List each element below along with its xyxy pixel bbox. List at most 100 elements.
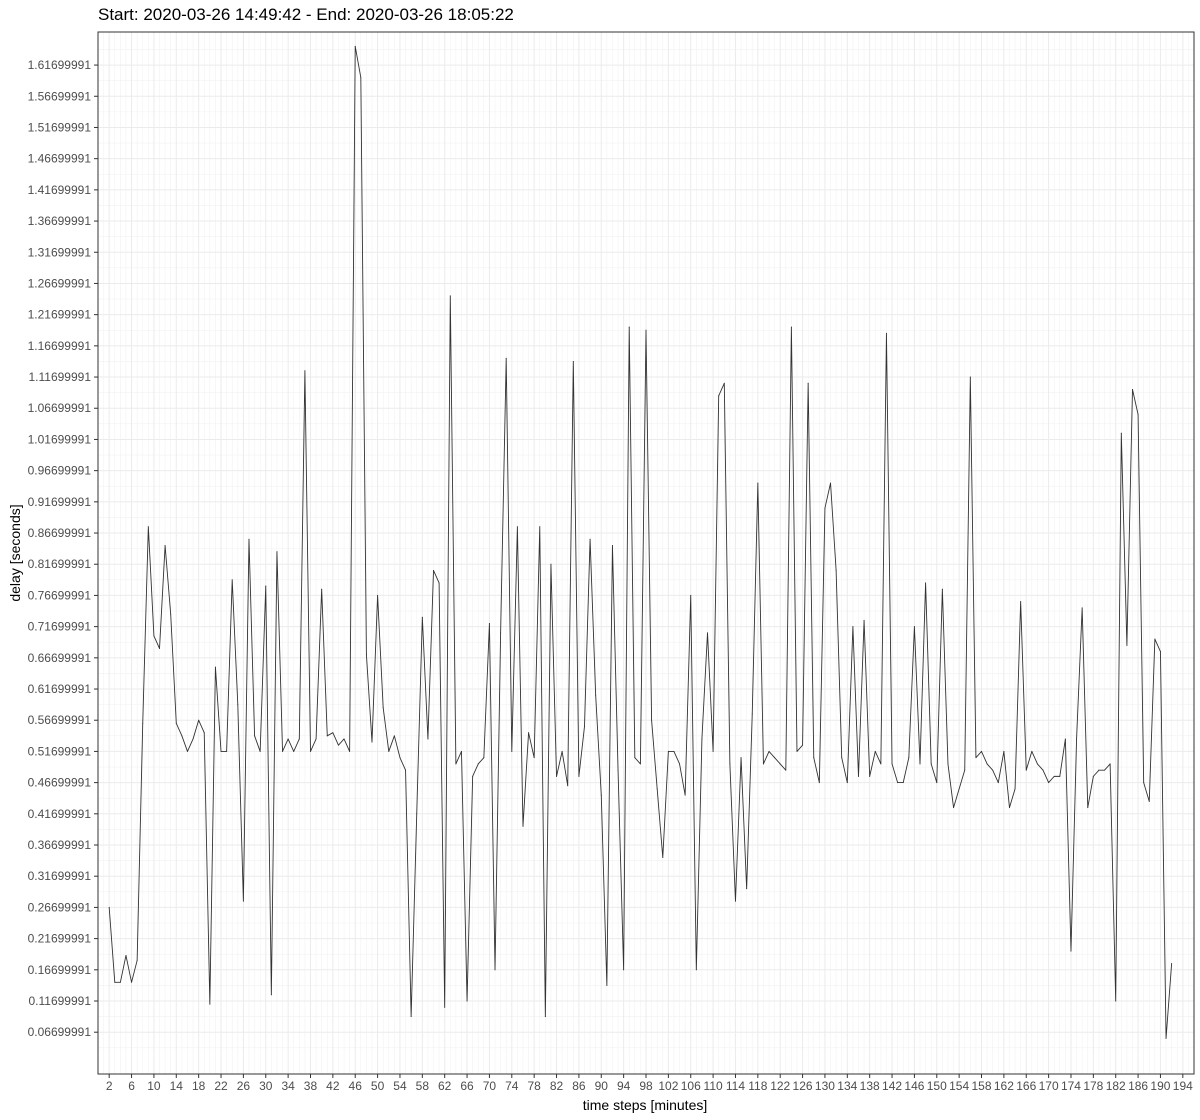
data-point: [723, 382, 725, 384]
data-point: [421, 616, 423, 618]
x-tick-label: 118: [748, 1079, 767, 1093]
data-point: [1148, 800, 1150, 802]
data-point: [539, 526, 541, 528]
x-tick-label: 126: [793, 1079, 813, 1093]
data-point: [595, 694, 597, 696]
x-tick-label: 174: [1061, 1079, 1081, 1093]
data-point: [131, 981, 133, 983]
data-point: [360, 77, 362, 79]
data-point: [841, 757, 843, 759]
data-point: [1003, 750, 1005, 752]
data-point: [757, 482, 759, 484]
data-point: [1042, 769, 1044, 771]
data-point: [1143, 782, 1145, 784]
data-point: [248, 538, 250, 540]
data-point: [762, 763, 764, 765]
y-tick-label: 0.96699991: [28, 464, 92, 478]
data-point: [1008, 807, 1010, 809]
data-point: [807, 382, 809, 384]
y-tick-label: 1.61699991: [28, 58, 92, 72]
data-point: [1171, 963, 1173, 965]
x-tick-label: 122: [770, 1079, 790, 1093]
data-point: [578, 775, 580, 777]
data-point: [483, 757, 485, 759]
x-tick-label: 10: [147, 1079, 161, 1093]
data-point: [203, 732, 205, 734]
data-point: [891, 763, 893, 765]
data-point: [427, 738, 429, 740]
data-point: [159, 647, 161, 649]
data-point: [925, 582, 927, 584]
x-tick-label: 30: [259, 1079, 273, 1093]
data-point: [209, 1003, 211, 1005]
data-point: [1131, 389, 1133, 391]
x-tick-label: 90: [595, 1079, 609, 1093]
data-point: [500, 632, 502, 634]
data-point: [1053, 775, 1055, 777]
data-point: [908, 757, 910, 759]
x-tick-label: 78: [527, 1079, 541, 1093]
data-point: [516, 526, 518, 528]
y-tick-label: 1.51699991: [28, 120, 92, 134]
data-point: [1048, 782, 1050, 784]
x-tick-label: 54: [393, 1079, 407, 1093]
data-point: [186, 750, 188, 752]
data-point: [712, 750, 714, 752]
data-point: [528, 732, 530, 734]
data-point: [270, 994, 272, 996]
data-point: [410, 1016, 412, 1018]
data-point: [1126, 644, 1128, 646]
data-point: [1159, 651, 1161, 653]
y-tick-label: 0.61699991: [28, 682, 92, 696]
data-point: [941, 588, 943, 590]
data-point: [365, 654, 367, 656]
y-tick-label: 0.86699991: [28, 526, 92, 540]
data-point: [589, 538, 591, 540]
data-point: [740, 757, 742, 759]
data-point: [164, 545, 166, 547]
data-point: [902, 782, 904, 784]
major-grid: [98, 32, 1194, 1074]
data-point: [852, 626, 854, 628]
data-point: [237, 704, 239, 706]
data-point: [332, 732, 334, 734]
y-tick-label: 0.11699991: [28, 994, 91, 1008]
y-tick-label: 1.46699991: [28, 152, 92, 166]
data-point: [265, 585, 267, 587]
data-point: [830, 482, 832, 484]
y-tick-label: 0.06699991: [28, 1025, 92, 1039]
data-point: [388, 750, 390, 752]
data-point: [287, 738, 289, 740]
x-axis-title: time steps [minutes]: [583, 1097, 708, 1113]
data-point: [897, 782, 899, 784]
data-point: [170, 613, 172, 615]
data-point: [981, 750, 983, 752]
x-tick-label: 154: [949, 1079, 969, 1093]
data-point: [802, 744, 804, 746]
data-point: [1081, 607, 1083, 609]
data-point: [377, 594, 379, 596]
data-point: [869, 775, 871, 777]
data-point: [992, 769, 994, 771]
x-axis: 2 6 10 14 18 22 26 30 34 38 42 46 50 54 58 62 66 70 74 78 82…: [106, 1074, 1193, 1093]
data-point: [354, 45, 356, 47]
x-tick-label: 102: [658, 1079, 678, 1093]
data-point: [863, 619, 865, 621]
data-point: [1020, 601, 1022, 603]
x-tick-label: 14: [170, 1079, 184, 1093]
data-point: [846, 782, 848, 784]
data-point: [293, 750, 295, 752]
data-point: [276, 551, 278, 553]
y-tick-label: 0.31699991: [28, 869, 92, 883]
y-tick-label: 1.41699991: [28, 183, 92, 197]
data-point: [153, 635, 155, 637]
data-point: [1115, 1000, 1117, 1002]
data-point: [567, 785, 569, 787]
x-tick-label: 178: [1083, 1079, 1103, 1093]
data-point: [433, 569, 435, 571]
x-tick-label: 162: [994, 1079, 1014, 1093]
data-point: [936, 782, 938, 784]
data-point: [1137, 413, 1139, 415]
data-point: [790, 326, 792, 328]
